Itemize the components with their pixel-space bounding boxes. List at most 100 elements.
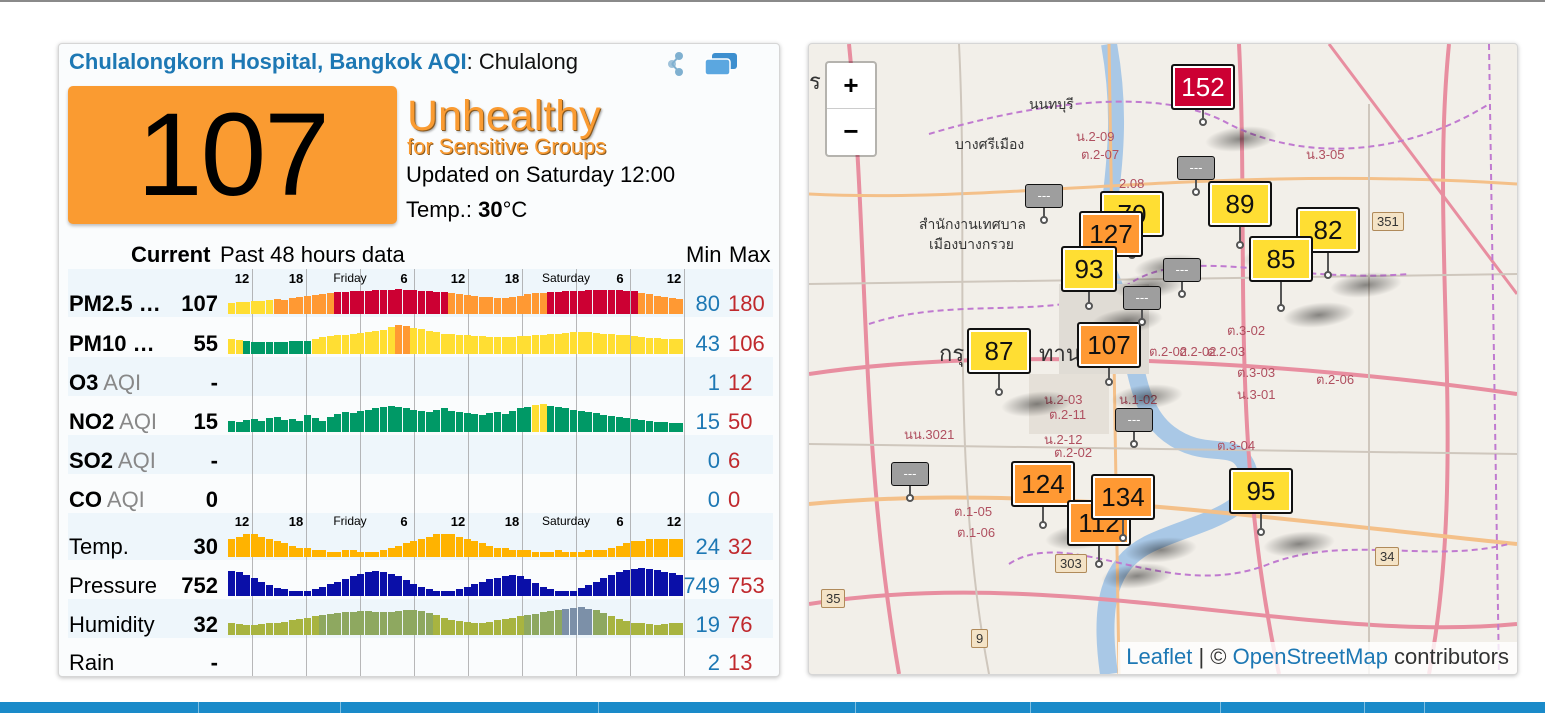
history-chart[interactable] <box>228 599 685 638</box>
windows-icon[interactable] <box>703 50 739 78</box>
chart-bar <box>425 589 433 596</box>
chart-bar <box>646 538 653 557</box>
current-value: 55 <box>193 331 218 356</box>
marker-pin <box>1260 514 1262 532</box>
aqi-map[interactable]: + − นนทบุรี บางศรีเมือง สำนักงานเทศบาล เมือ… <box>808 43 1518 675</box>
marker-aqi-label[interactable]: --- <box>1163 258 1201 282</box>
marker-aqi-label[interactable]: 124 <box>1011 461 1075 507</box>
history-chart[interactable] <box>228 317 685 357</box>
chart-bar <box>577 607 585 635</box>
history-chart[interactable] <box>228 357 685 396</box>
marker-dot <box>1138 318 1146 326</box>
zoom-in-button[interactable]: + <box>827 63 875 109</box>
chart-bar <box>387 406 395 432</box>
chart-bar <box>554 333 562 354</box>
chart-bar <box>630 541 638 557</box>
chart-bar <box>364 290 372 314</box>
row-temp[interactable]: Temp. 30 24 32 <box>68 513 773 560</box>
grid-line <box>252 638 253 676</box>
chart-bar <box>258 624 266 635</box>
max-value: 12 <box>728 370 753 395</box>
chart-bar <box>418 611 425 635</box>
chart-bar <box>547 589 555 596</box>
chart-bar <box>501 298 509 314</box>
marker-aqi-label[interactable]: --- <box>1123 286 1161 310</box>
marker-dot <box>1119 534 1127 542</box>
zoom-out-button[interactable]: − <box>843 116 859 146</box>
row-pm25[interactable]: PM2.5 … 107 80 180 <box>68 269 773 317</box>
chart-bar <box>243 624 251 635</box>
min-value: 24 <box>695 534 720 559</box>
chart-bar <box>501 547 509 557</box>
chart-bar <box>387 289 395 314</box>
road-label: น.2-03 <box>1044 389 1083 410</box>
grid-line <box>630 638 631 676</box>
chart-bar <box>600 613 608 635</box>
chart-bar <box>243 302 251 314</box>
grid-line <box>630 357 631 396</box>
current-value: 752 <box>181 573 218 598</box>
history-chart[interactable] <box>228 396 685 435</box>
share-icon[interactable] <box>665 50 693 78</box>
current-value: 107 <box>181 291 218 316</box>
chart-bar <box>676 574 684 596</box>
chart-bar <box>509 550 517 557</box>
header-current: Current <box>131 242 211 267</box>
chart-bar <box>653 538 661 557</box>
road-label: น.3-05 <box>1306 147 1345 162</box>
chart-bar <box>402 610 410 635</box>
min-value: 1 <box>707 370 720 395</box>
chart-bar <box>258 300 266 314</box>
row-co[interactable]: CO AQI 0 0 0 <box>68 474 773 513</box>
current-value: 30 <box>193 534 218 559</box>
history-chart[interactable] <box>228 269 685 317</box>
osm-link[interactable]: OpenStreetMap <box>1232 644 1388 669</box>
marker-aqi-label[interactable]: --- <box>1177 156 1215 180</box>
grid-line <box>522 357 523 396</box>
chart-bar <box>304 296 311 314</box>
history-chart[interactable] <box>228 435 685 474</box>
chart-bar <box>524 407 532 432</box>
marker-aqi-label[interactable]: --- <box>1115 408 1153 432</box>
chart-bar <box>661 297 669 314</box>
chart-bar <box>311 295 319 314</box>
marker-pin <box>1043 208 1045 220</box>
chart-bar <box>326 613 334 635</box>
marker-aqi-label[interactable]: 89 <box>1208 181 1272 227</box>
history-chart[interactable] <box>228 560 685 599</box>
grid-line <box>306 269 307 317</box>
marker-aqi-label[interactable]: 95 <box>1229 468 1293 514</box>
chart-bar <box>334 335 342 354</box>
row-pm10[interactable]: PM10 … 55 43 106 <box>68 317 773 357</box>
chart-bar <box>448 590 456 596</box>
history-chart[interactable] <box>228 474 685 513</box>
marker-aqi-label[interactable]: 134 <box>1091 474 1155 520</box>
marker-aqi-label[interactable]: --- <box>891 462 929 486</box>
marker-aqi-label[interactable]: 85 <box>1249 236 1313 282</box>
chart-bar <box>448 534 456 557</box>
row-humidity[interactable]: Humidity 32 19 76 <box>68 599 773 638</box>
chart-bar <box>296 341 304 354</box>
time-tick: 18 <box>504 514 520 529</box>
marker-dot <box>1105 378 1113 386</box>
history-chart[interactable] <box>228 513 685 560</box>
row-no2[interactable]: NO2 AQI 15 15 50 <box>68 396 773 435</box>
chart-bar <box>562 591 570 596</box>
header-max: Max <box>729 242 771 267</box>
row-pressure[interactable]: Pressure 752 749 753 <box>68 560 773 599</box>
history-chart[interactable] <box>228 638 685 676</box>
marker-pin <box>1108 368 1110 382</box>
marker-aqi-label[interactable]: 107 <box>1077 322 1141 368</box>
marker-aqi-label[interactable]: 93 <box>1061 246 1117 292</box>
chart-bar <box>486 578 494 596</box>
grid-line <box>684 513 685 560</box>
row-rain[interactable]: Rain - 2 13 <box>68 638 773 676</box>
marker-aqi-label[interactable]: 87 <box>967 328 1031 374</box>
row-o3[interactable]: O3 AQI - 1 12 <box>68 357 773 396</box>
city-link[interactable]: Chulalongkorn Hospital, Bangkok AQI <box>69 49 467 74</box>
max-value: 180 <box>728 291 765 316</box>
marker-aqi-label[interactable]: 152 <box>1171 64 1235 110</box>
leaflet-link[interactable]: Leaflet <box>1126 644 1193 669</box>
marker-aqi-label[interactable]: --- <box>1025 184 1063 208</box>
row-so2[interactable]: SO2 AQI - 0 6 <box>68 435 773 474</box>
